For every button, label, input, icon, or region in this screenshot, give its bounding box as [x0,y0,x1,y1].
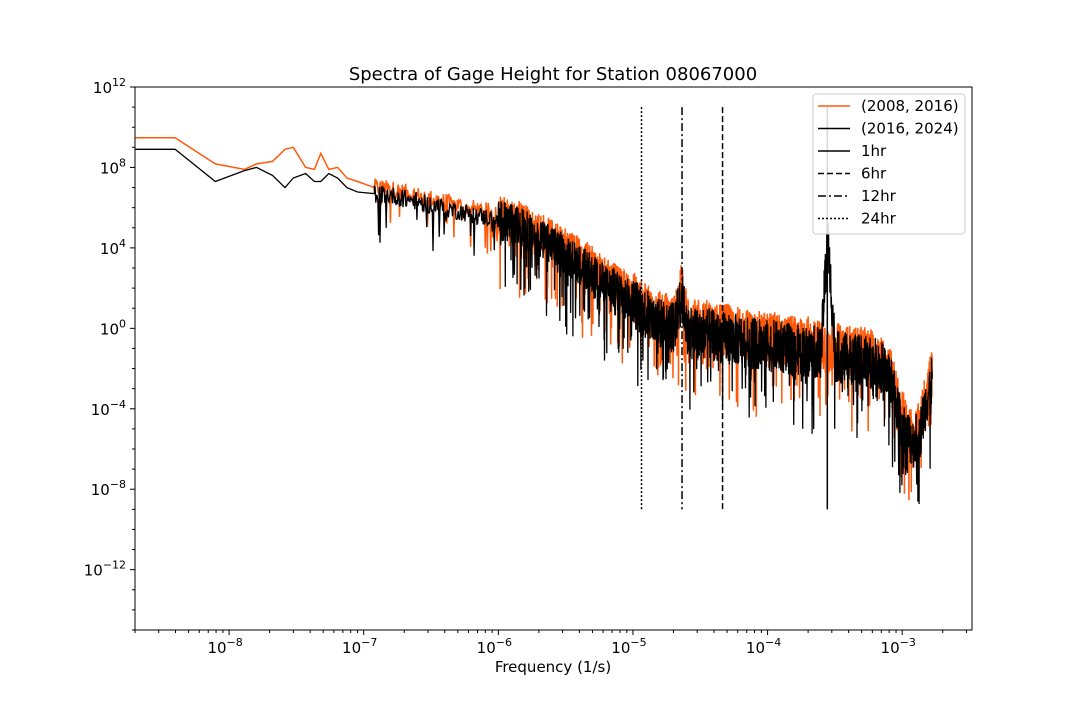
y-tick-label: 108 [100,156,126,177]
x-tick-label: 10−8 [207,636,242,657]
x-tick-label: 10−5 [611,636,646,657]
legend-label: (2016, 2024) [861,120,959,138]
plot-area [135,136,933,505]
y-tick-label: 10−4 [91,398,126,419]
legend-label: 24hr [861,210,897,228]
x-axis-label: Frequency (1/s) [495,658,611,676]
legend-label: 6hr [861,165,887,183]
legend: (2008, 2016) (2016, 2024) 1hr 6hr 12hr 24hr [812,93,966,235]
y-tick-label: 1012 [93,76,126,97]
y-tick-label: 10−12 [84,559,126,580]
legend-label: (2008, 2016) [861,97,959,115]
y-tick-label: 100 [100,317,126,338]
y-axis: 1012 108 104 100 10−4 10−8 10−12 [84,76,135,631]
x-axis: 10−8 10−7 10−6 10−5 10−4 10−3 [134,630,967,657]
x-tick-label: 10−4 [746,636,781,657]
x-tick-label: 10−3 [881,636,916,657]
series-line-2 [135,148,933,505]
plot-frame [134,86,973,631]
x-tick-label: 10−6 [477,636,512,657]
legend-label: 12hr [861,187,897,205]
legend-label: 1hr [861,142,887,160]
x-tick-label: 10−7 [342,636,377,657]
y-tick-label: 10−8 [91,478,126,499]
chart-title: Spectra of Gage Height for Station 08067… [349,64,757,85]
legend-box [812,93,966,235]
y-tick-label: 104 [100,237,126,258]
